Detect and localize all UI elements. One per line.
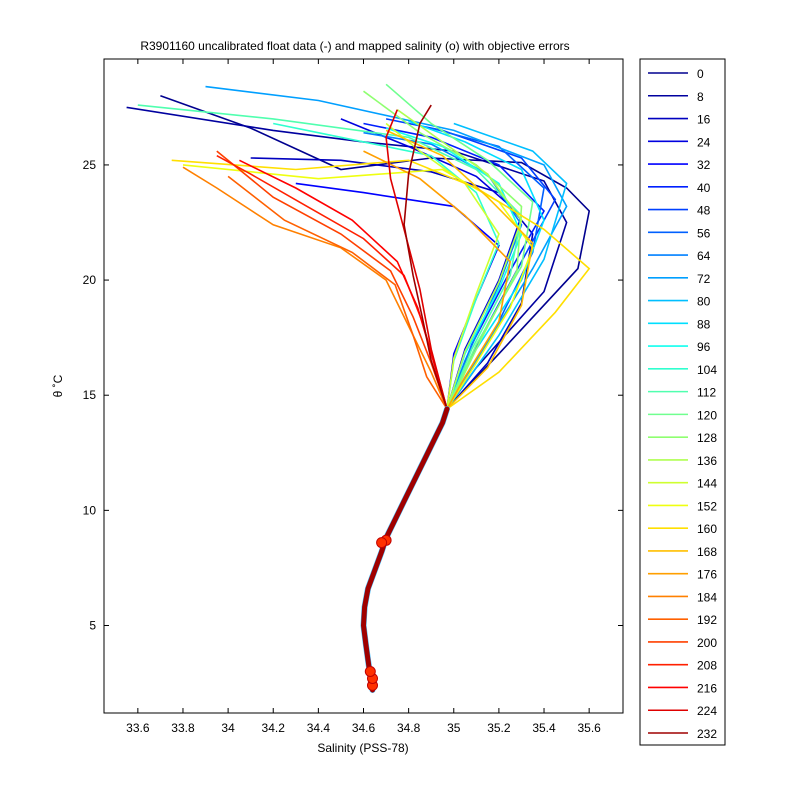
series-line-96 (385, 127, 523, 410)
y-tick-label: 5 (89, 618, 96, 632)
series-line-16 (250, 157, 534, 410)
legend-label-216: 216 (697, 681, 717, 695)
x-tick-label: 35 (447, 721, 461, 735)
legend: 0 8 16 24 32 40 48 56 64 72 80 88 96 104 112 120 128 136 1… (639, 58, 726, 746)
series-line-152 (182, 164, 534, 410)
series-line-72 (205, 85, 568, 410)
series-line-144 (385, 122, 500, 410)
series-line-32 (295, 182, 500, 410)
legend-label-232: 232 (697, 727, 717, 741)
legend-label-72: 72 (697, 272, 711, 286)
legend-label-104: 104 (697, 363, 717, 377)
series-line-136 (396, 109, 523, 410)
series-line-112 (137, 104, 523, 410)
legend-label-152: 152 (697, 499, 717, 513)
legend-label-192: 192 (697, 613, 717, 627)
x-axis-label: Salinity (PSS-78) (317, 741, 408, 755)
legend-label-224: 224 (697, 704, 717, 718)
x-tick-label: 34.6 (352, 721, 376, 735)
series-line-176 (363, 150, 512, 410)
plot-area (126, 83, 591, 693)
series-line-8 (126, 106, 568, 410)
series-line-224 (385, 109, 448, 410)
legend-label-160: 160 (697, 522, 717, 536)
mapped-salinity-marker (376, 537, 388, 549)
x-tick-label: 34.2 (262, 721, 286, 735)
y-axis-label: θ ˚C (51, 374, 65, 397)
legend-label-176: 176 (697, 568, 717, 582)
series-line-192 (227, 175, 448, 410)
legend-label-56: 56 (697, 226, 711, 240)
legend-label-112: 112 (697, 386, 716, 400)
series-line-120 (385, 83, 534, 410)
legend-label-32: 32 (697, 158, 711, 172)
x-tick-label: 35.4 (532, 721, 556, 735)
series-line-80 (446, 122, 568, 410)
y-tick-label: 25 (83, 158, 97, 172)
x-tick-label: 34.8 (397, 721, 421, 735)
x-tick-label: 35.2 (487, 721, 511, 735)
x-tick-label: 35.6 (577, 721, 601, 735)
axis-ticks: 33.6 33.8 34 34.2 34.4 34.6 34.8 35 35.2 35.4 35.6… (83, 59, 623, 735)
legend-label-200: 200 (697, 636, 717, 650)
legend-label-16: 16 (697, 113, 711, 127)
legend-label-136: 136 (697, 454, 717, 468)
series-line-216 (239, 159, 448, 410)
legend-label-64: 64 (697, 249, 711, 263)
deep-water-curve-outline (360, 406, 450, 693)
series-line-0 (160, 95, 591, 410)
series-line-184 (182, 166, 448, 410)
legend-label-208: 208 (697, 659, 717, 673)
legend-label-128: 128 (697, 431, 717, 445)
mapped-salinity-marker (364, 666, 376, 677)
legend-label-48: 48 (697, 204, 711, 218)
legend-label-96: 96 (697, 340, 711, 354)
series-line-128 (363, 90, 523, 410)
legend-label-168: 168 (697, 545, 717, 559)
series-line-168 (385, 129, 534, 410)
series-line-232 (403, 104, 448, 410)
legend-label-80: 80 (697, 295, 711, 309)
series-line-200 (216, 150, 448, 410)
series-line-160 (171, 159, 591, 410)
series-line-64 (363, 131, 523, 410)
y-tick-label: 20 (83, 273, 97, 287)
chart-title: R3901160 uncalibrated float data (-) and… (140, 39, 569, 53)
x-tick-label: 34 (221, 721, 235, 735)
legend-label-120: 120 (697, 408, 717, 422)
legend-label-24: 24 (697, 135, 711, 149)
legend-label-8: 8 (697, 90, 704, 104)
y-tick-label: 10 (83, 503, 97, 517)
legend-label-88: 88 (697, 317, 711, 331)
deep-water-curve (361, 406, 450, 693)
x-tick-label: 33.6 (126, 721, 150, 735)
y-tick-label: 15 (83, 388, 97, 402)
x-tick-label: 34.4 (307, 721, 331, 735)
legend-box (639, 58, 726, 746)
legend-label-184: 184 (697, 590, 717, 604)
legend-label-0: 0 (697, 67, 704, 81)
legend-label-40: 40 (697, 181, 711, 195)
x-tick-label: 33.8 (171, 721, 195, 735)
legend-label-144: 144 (697, 477, 717, 491)
